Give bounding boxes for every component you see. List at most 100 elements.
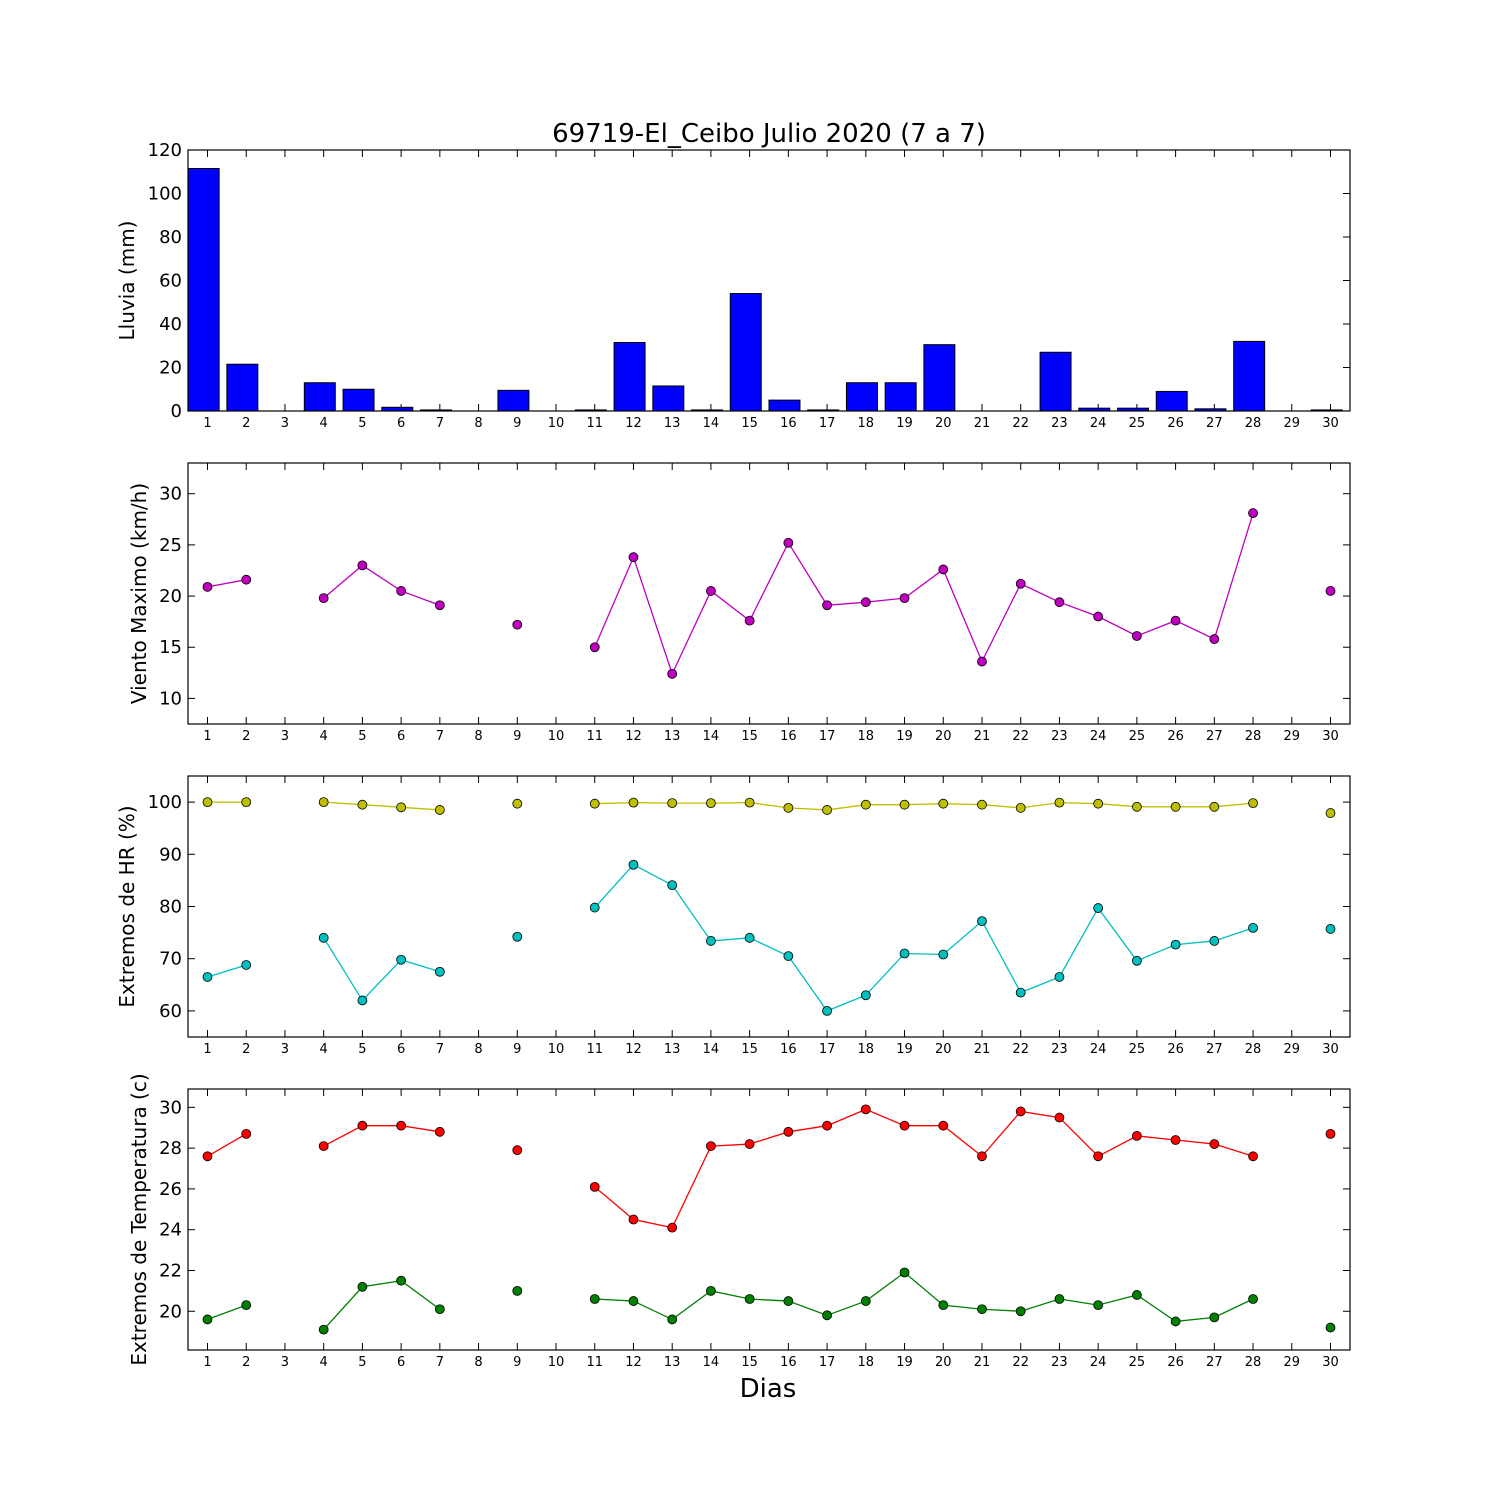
x-tick-label: 29 [1284, 1355, 1301, 1370]
data-point [977, 1304, 987, 1315]
x-tick-label: 27 [1206, 416, 1223, 431]
x-tick-label: 7 [436, 416, 444, 431]
data-point [1209, 634, 1220, 644]
x-tick-label: 3 [281, 729, 289, 744]
bar [923, 344, 956, 412]
x-tick-label: 21 [974, 416, 991, 431]
data-point [1325, 1128, 1336, 1139]
data-point [512, 1145, 523, 1156]
x-tick-label: 6 [397, 1042, 405, 1057]
y-tick-label: 100 [148, 184, 182, 205]
x-tick-label: 8 [474, 416, 482, 431]
chart-title: 69719-El_Ceibo Julio 2020 (7 a 7) [552, 119, 986, 149]
bar [1233, 340, 1266, 412]
x-tick-label: 5 [358, 1355, 366, 1370]
data-point [977, 1151, 987, 1162]
data-point [589, 1181, 600, 1192]
x-tick-label: 23 [1051, 1355, 1068, 1370]
bar [729, 293, 762, 412]
data-point [589, 642, 600, 653]
data-point [241, 960, 252, 970]
x-tick-label: 30 [1322, 729, 1339, 744]
data-point [1093, 798, 1104, 809]
y-axis-label: Lluvia (mm) [115, 221, 139, 341]
x-tick-label: 9 [513, 1355, 521, 1370]
data-point [744, 1139, 755, 1149]
data-point [744, 615, 755, 626]
data-point [1209, 801, 1220, 812]
series-line-1 [594, 512, 1254, 676]
x-tick-label: 4 [320, 1042, 328, 1057]
data-point [1209, 1312, 1220, 1323]
data-point [628, 797, 639, 808]
bar [303, 382, 336, 412]
data-point [667, 798, 678, 809]
data-point [783, 1296, 794, 1306]
data-point [783, 537, 794, 548]
data-point [1248, 1294, 1258, 1304]
x-tick-label: 2 [242, 729, 250, 744]
x-tick-label: 13 [664, 416, 681, 431]
data-point [1054, 597, 1065, 608]
data-point [1015, 1106, 1026, 1117]
x-tick-label: 9 [513, 729, 521, 744]
x-tick-label: 28 [1245, 1355, 1262, 1370]
data-point [667, 880, 678, 890]
x-tick-label: 2 [242, 1042, 250, 1057]
x-tick-label: 20 [935, 1042, 952, 1057]
data-point [241, 1300, 252, 1311]
data-point [706, 1141, 716, 1151]
data-point [822, 805, 832, 815]
x-tick-label: 19 [896, 416, 913, 431]
x-tick-label: 20 [935, 1355, 952, 1370]
data-point [1093, 903, 1104, 913]
x-tick-label: 24 [1090, 416, 1107, 431]
data-point [783, 802, 794, 813]
x-tick-label: 23 [1051, 729, 1068, 744]
data-point [899, 593, 910, 604]
data-point [899, 799, 910, 810]
x-tick-label: 18 [858, 1042, 875, 1057]
data-point [1015, 578, 1026, 589]
data-point [860, 799, 871, 810]
x-tick-label: 28 [1245, 1042, 1262, 1057]
data-point [1170, 615, 1181, 626]
data-point [589, 798, 600, 809]
x-tick-label: 26 [1167, 416, 1184, 431]
data-point [1325, 808, 1336, 818]
x-tick-label: 13 [664, 729, 681, 744]
x-tick-label: 11 [586, 416, 603, 431]
x-tick-label: 12 [625, 416, 642, 431]
y-tick-label: 30 [159, 1097, 182, 1118]
bar [187, 167, 220, 412]
data-point [1248, 923, 1258, 933]
x-tick-label: 24 [1090, 729, 1107, 744]
bar [342, 388, 375, 412]
y-tick-label: 15 [159, 637, 182, 658]
x-tick-label: 1 [203, 1355, 211, 1370]
x-tick-label: 12 [625, 729, 642, 744]
data-point [589, 902, 600, 913]
x-tick-label: 22 [1012, 1355, 1029, 1370]
x-tick-label: 10 [548, 729, 565, 744]
data-point [357, 560, 368, 571]
data-point [318, 932, 329, 943]
x-tick-label: 20 [935, 729, 952, 744]
data-point [706, 586, 716, 596]
x-tick-label: 29 [1284, 729, 1301, 744]
data-point [1248, 508, 1258, 519]
data-point [318, 1141, 329, 1151]
axes-frame [187, 462, 1351, 725]
data-point [241, 574, 252, 585]
data-point [667, 1222, 678, 1233]
x-tick-label: 25 [1129, 729, 1146, 744]
axes-frame [187, 775, 1351, 1038]
x-tick-label: 7 [436, 729, 444, 744]
data-point [1325, 924, 1336, 934]
data-point [744, 932, 755, 943]
data-point [357, 1120, 368, 1131]
x-tick-label: 14 [703, 1042, 720, 1057]
data-point [396, 1275, 407, 1286]
x-tick-label: 28 [1245, 729, 1262, 744]
